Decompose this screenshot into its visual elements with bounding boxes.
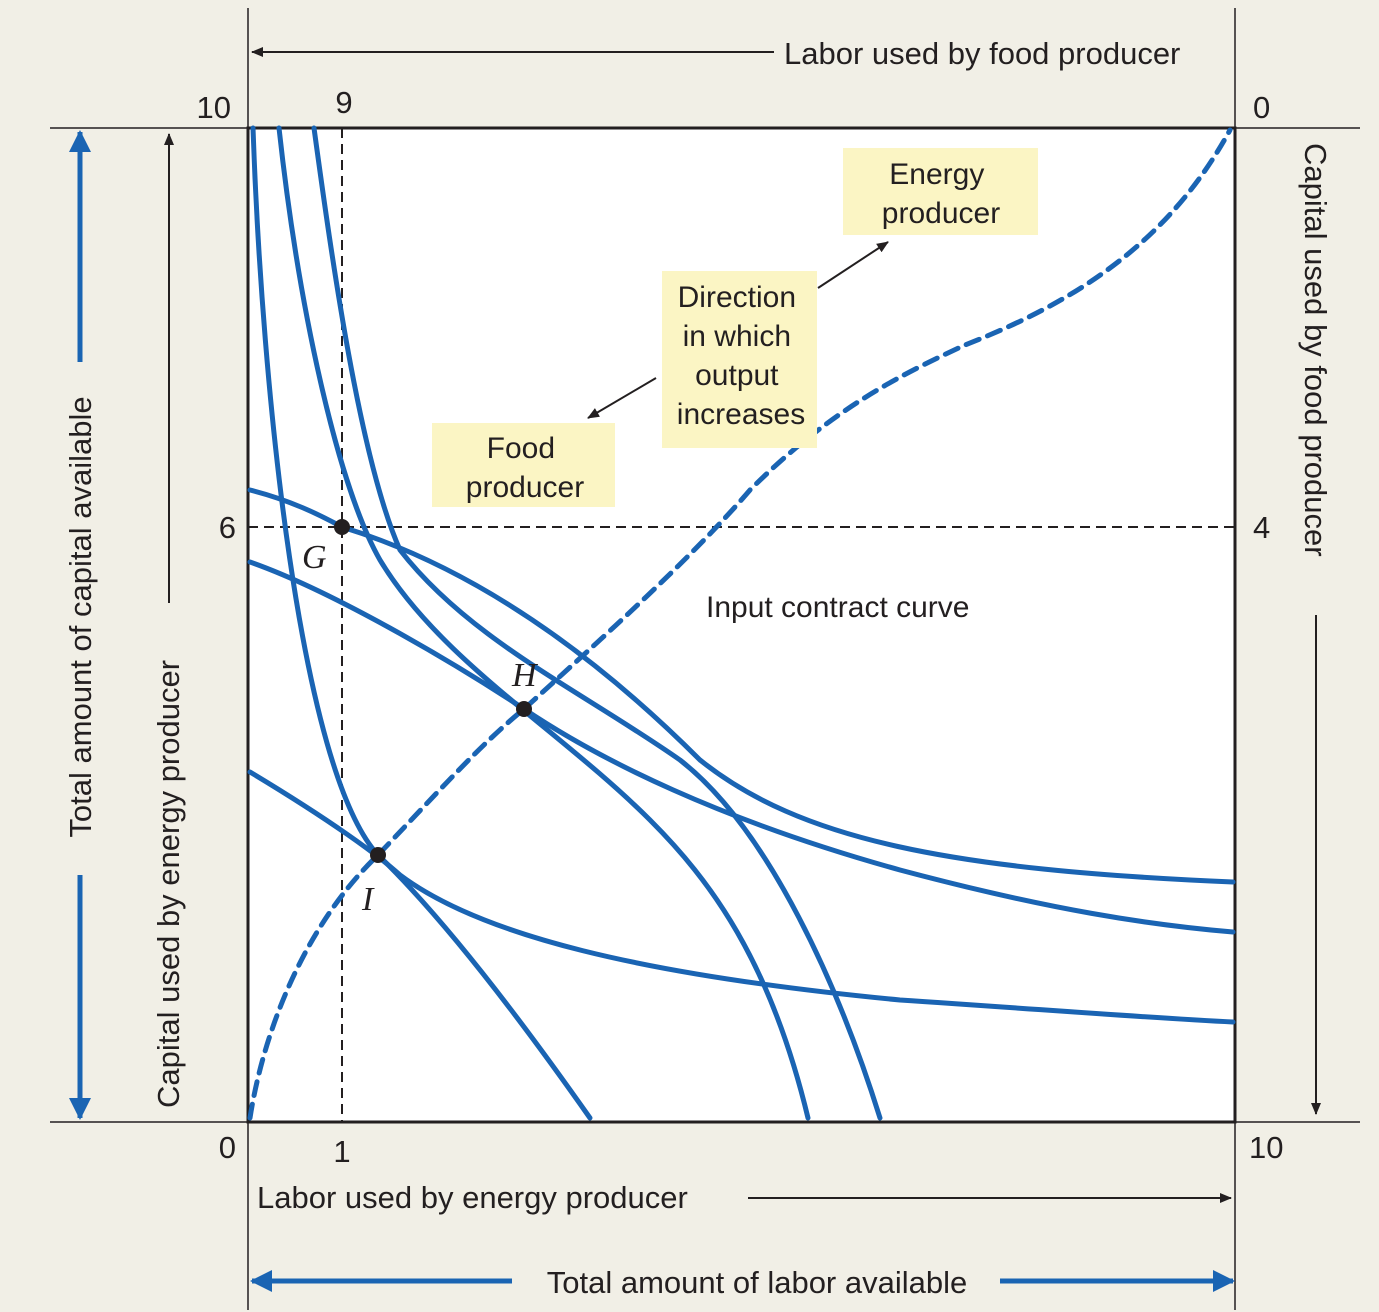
direction-label: Direction in which output increases: [677, 281, 805, 431]
energy-isoquant-3: [311, 125, 883, 1121]
point-G-label: G: [302, 539, 327, 576]
energy-isoquant-1: [250, 125, 593, 1121]
contract-curve-label: Input contract curve: [706, 591, 969, 624]
tick-right-4: 4: [1253, 510, 1270, 545]
arrow-to-energy-producer: [817, 241, 889, 289]
tick-bottom-1: 1: [333, 1134, 350, 1169]
total-labor-label: Total amount of labor available: [547, 1265, 967, 1300]
point-I-marker: [370, 847, 386, 863]
food-producer-label: Food producer: [466, 432, 584, 504]
tick-left-6: 6: [219, 510, 236, 545]
tick-top-9: 9: [335, 85, 352, 120]
tick-top-0: 0: [1253, 90, 1270, 125]
point-G-marker: [334, 519, 350, 535]
tick-top-10: 10: [197, 90, 231, 125]
food-isoquant-1: [247, 769, 1236, 1025]
tick-bottom-0: 0: [219, 1130, 236, 1165]
energy-producer-label: Energy producer: [882, 158, 1000, 230]
input-contract-curve: [247, 127, 1233, 1121]
food-isoquant-2: [247, 559, 1236, 935]
point-I-label: I: [361, 881, 375, 918]
direction-callout: [662, 271, 817, 448]
arrow-to-food-producer: [587, 377, 657, 419]
edgeworth-box-frame: [246, 126, 1237, 1124]
left-axis-label: Capital used by energy producer: [151, 660, 186, 1108]
total-capital-label: Total amount of capital available: [63, 396, 98, 837]
food-producer-callout: [432, 423, 615, 507]
right-axis-label: Capital used by food producer: [1298, 143, 1333, 557]
point-H-marker: [516, 701, 532, 717]
tick-bottom-10: 10: [1249, 1130, 1283, 1165]
energy-producer-callout: [843, 148, 1038, 235]
energy-isoquant-2: [276, 125, 811, 1121]
point-H-label: H: [511, 657, 539, 694]
top-axis-label: Labor used by food producer: [784, 36, 1180, 71]
bottom-axis-label: Labor used by energy producer: [257, 1180, 688, 1215]
